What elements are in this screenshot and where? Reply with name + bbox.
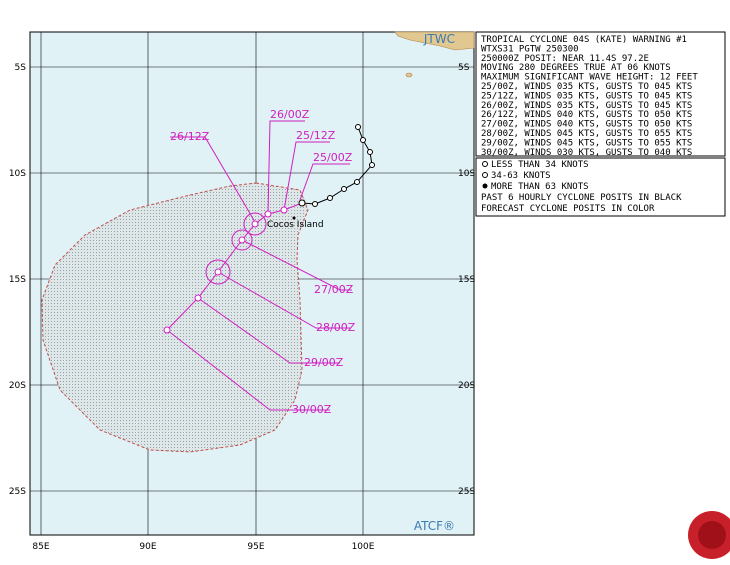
warning-line: 27/00Z, WINDS 040 KTS, GUSTS TO 050 KTS bbox=[481, 120, 692, 130]
forecast-label: 27/00Z bbox=[314, 283, 354, 296]
legend-symbol bbox=[482, 183, 488, 189]
warning-line: 29/00Z, WINDS 045 KTS, GUSTS TO 055 KTS bbox=[481, 138, 692, 148]
forecast-points bbox=[163, 206, 288, 334]
forecast-label: 29/00Z bbox=[304, 356, 344, 369]
past-points bbox=[298, 124, 375, 207]
warning-box bbox=[475, 31, 726, 157]
place-label: Cocos Island bbox=[267, 220, 324, 230]
legend-line: 34-63 KNOTS bbox=[491, 171, 551, 181]
land bbox=[405, 72, 413, 78]
agency: JTWC bbox=[423, 32, 455, 46]
legend-line: LESS THAN 34 KNOTS bbox=[491, 160, 589, 170]
warning-line: 26/00Z, WINDS 035 KTS, GUSTS TO 045 KTS bbox=[481, 101, 692, 111]
wind-radii bbox=[205, 212, 267, 285]
lat-label: 10S bbox=[458, 169, 475, 179]
lat-label: 10S bbox=[9, 169, 26, 179]
lat-label: 5S bbox=[458, 63, 470, 73]
forecast-leaders bbox=[166, 120, 352, 411]
lon-label: 95E bbox=[247, 542, 264, 552]
island bbox=[292, 216, 296, 220]
warning-line: 26/12Z, WINDS 040 KTS, GUSTS TO 050 KTS bbox=[481, 110, 692, 120]
logo-text: ATCF® bbox=[414, 519, 455, 533]
lon-label: 90E bbox=[139, 542, 156, 552]
warning-line: 25/12Z, WINDS 035 KTS, GUSTS TO 045 KTS bbox=[481, 91, 692, 101]
lon-label: 100E bbox=[352, 542, 375, 552]
graticule bbox=[30, 32, 474, 535]
lat-label: 20S bbox=[458, 381, 475, 391]
lat-label: 15S bbox=[9, 275, 26, 285]
warning-line: 28/00Z, WINDS 045 KTS, GUSTS TO 055 KTS bbox=[481, 129, 692, 139]
warning-line: WTXS31 PGTW 250300 bbox=[481, 44, 579, 54]
lat-label: 20S bbox=[9, 381, 26, 391]
forecast-label: 26/12Z bbox=[170, 130, 210, 143]
warning-line: 25/00Z, WINDS 035 KTS, GUSTS TO 045 KTS bbox=[481, 82, 692, 92]
forecast-label: 28/00Z bbox=[316, 321, 356, 334]
legend-box bbox=[475, 157, 726, 217]
forecast-label: 25/00Z bbox=[313, 151, 353, 164]
lat-label: 25S bbox=[458, 487, 475, 497]
warning-line: 250000Z POSIT: NEAR 11.4S 97.2E bbox=[481, 54, 649, 64]
forecast-label: 30/00Z bbox=[292, 403, 332, 416]
legend-line: PAST 6 HOURLY CYCLONE POSITS IN BLACK bbox=[481, 193, 682, 203]
forecast-label: 25/12Z bbox=[296, 129, 336, 142]
warning-line: TROPICAL CYCLONE 04S (KATE) WARNING #1 bbox=[481, 35, 687, 45]
legend-symbol bbox=[482, 172, 488, 178]
forecast-label: 26/00Z bbox=[270, 108, 310, 121]
lat-label: 25S bbox=[9, 487, 26, 497]
lat-label: 15S bbox=[458, 275, 475, 285]
legend-line: FORECAST CYCLONE POSITS IN COLOR bbox=[481, 204, 655, 214]
warning-line: MOVING 280 DEGREES TRUE AT 06 KNOTS bbox=[481, 63, 671, 73]
lat-label: 5S bbox=[15, 63, 27, 73]
lon-label: 85E bbox=[32, 542, 49, 552]
logo bbox=[698, 521, 726, 549]
land bbox=[394, 31, 475, 51]
warning-line: 30/00Z, WINDS 030 KTS, GUSTS TO 040 KTS bbox=[481, 148, 692, 158]
legend-line: MORE THAN 63 KNOTS bbox=[491, 182, 589, 192]
warning-line: MAXIMUM SIGNIFICANT WAVE HEIGHT: 12 FEET bbox=[481, 73, 698, 83]
legend-symbol bbox=[482, 161, 488, 167]
